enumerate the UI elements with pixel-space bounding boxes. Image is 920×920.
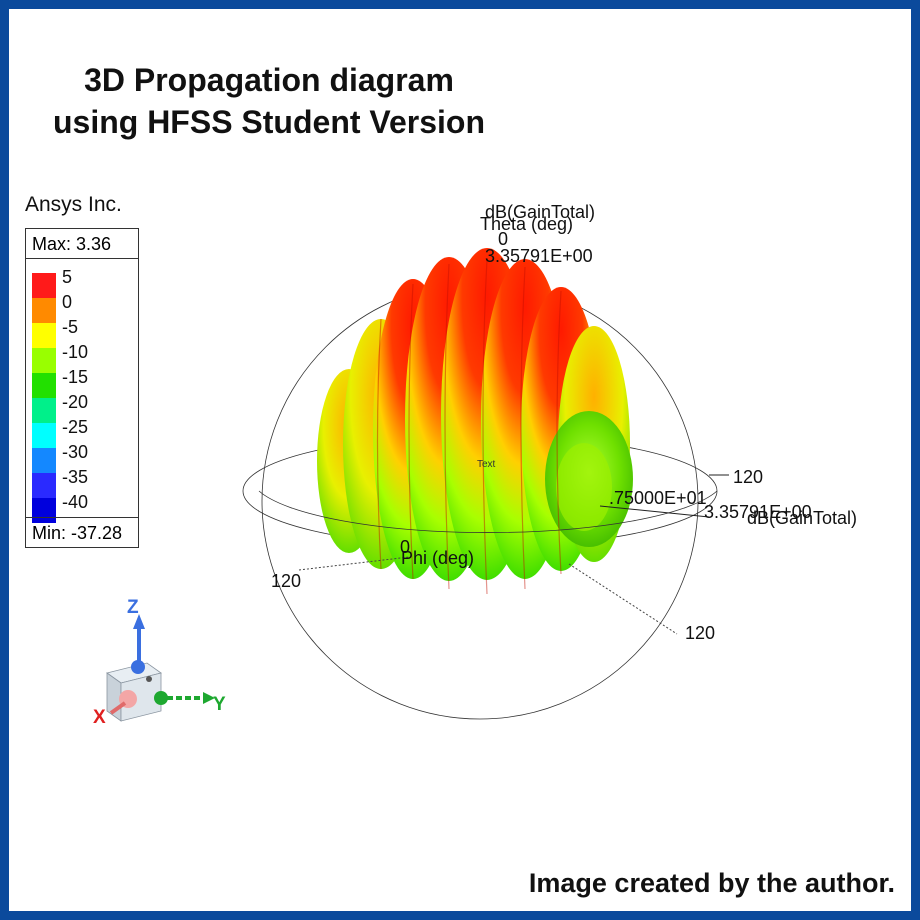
legend-tick-label: -40 xyxy=(62,492,89,512)
legend-swatch xyxy=(32,348,56,373)
axis-line-bottom xyxy=(568,563,678,635)
phi-zero-label: 0 xyxy=(400,537,410,557)
tick-label-right: 120 xyxy=(733,467,763,487)
legend-swatch xyxy=(32,448,56,473)
radiation-plot: dB(GainTotal) Theta (deg) 0 3.35791E+00 … xyxy=(93,202,857,728)
z-axis-label: Z xyxy=(127,597,139,618)
legend-tick-label: -10 xyxy=(62,342,89,362)
x-axis-arrow xyxy=(109,701,127,715)
legend-max: Max: 3.36 xyxy=(26,229,138,259)
title-line-1: 3D Propagation diagram xyxy=(84,62,454,98)
y-axis-label: Y xyxy=(213,694,226,715)
axis-line-left xyxy=(298,556,410,571)
credit-text: Image created by the author. xyxy=(528,868,895,898)
max-value-top: 3.35791E+00 xyxy=(485,246,593,266)
legend-tick-label: -35 xyxy=(62,467,89,487)
legend-min: Min: -37.28 xyxy=(26,517,138,547)
theta-label: Theta (deg) xyxy=(480,214,573,234)
legend-swatch xyxy=(32,323,56,348)
quantity-label-side: dB(GainTotal) xyxy=(747,508,857,528)
axis-line-side xyxy=(599,505,710,518)
title-line-2: using HFSS Student Version xyxy=(52,104,486,140)
legend-swatch xyxy=(32,498,56,523)
triad-y-dot xyxy=(154,691,168,705)
z-arrowhead xyxy=(133,614,145,629)
triad-z-dot xyxy=(131,660,145,674)
tick-label-bottom: 120 xyxy=(685,623,715,643)
center-text: Text xyxy=(477,459,496,470)
max-value-side: 3.35791E+00 xyxy=(704,502,812,522)
triad-origin xyxy=(146,676,152,682)
side-value-partial: .75000E+01 xyxy=(609,488,707,508)
legend-swatch xyxy=(32,473,56,498)
x-axis-label: X xyxy=(93,707,106,728)
equator-front xyxy=(258,490,718,533)
y-arrowhead xyxy=(203,692,215,704)
phi-label: Phi (deg) xyxy=(401,548,474,568)
theta-zero-label: 0 xyxy=(498,229,508,249)
legend-swatch xyxy=(32,298,56,323)
legend-tick-label: -30 xyxy=(62,442,89,462)
figure-frame: 3D Propagation diagram using HFSS Studen… xyxy=(9,9,911,911)
legend-swatch xyxy=(32,423,56,448)
lobe-core-inner xyxy=(556,443,612,531)
figure-title: 3D Propagation diagram using HFSS Studen… xyxy=(9,59,529,143)
legend-swatch xyxy=(32,273,56,298)
quantity-label-top: dB(GainTotal) xyxy=(485,202,595,222)
color-legend: Max: 3.36 5 0 -5 -10 -15 -20 -25 -30 -35 -40 Min:… xyxy=(25,228,139,548)
tick-label-left: 120 xyxy=(271,571,301,591)
radiation-lobe xyxy=(317,248,633,595)
legend-swatch xyxy=(32,398,56,423)
legend-swatch xyxy=(32,373,56,398)
legend-tick-label: 0 xyxy=(62,292,73,312)
legend-tick-label: -20 xyxy=(62,392,89,412)
legend-tick-label: -5 xyxy=(62,317,79,337)
company-label: Ansys Inc. xyxy=(25,193,122,216)
legend-tick-label: -25 xyxy=(62,417,89,437)
axis-triad: Z Y X xyxy=(93,597,226,728)
legend-tick-label: 5 xyxy=(62,267,73,287)
legend-tick-label: -15 xyxy=(62,367,89,387)
